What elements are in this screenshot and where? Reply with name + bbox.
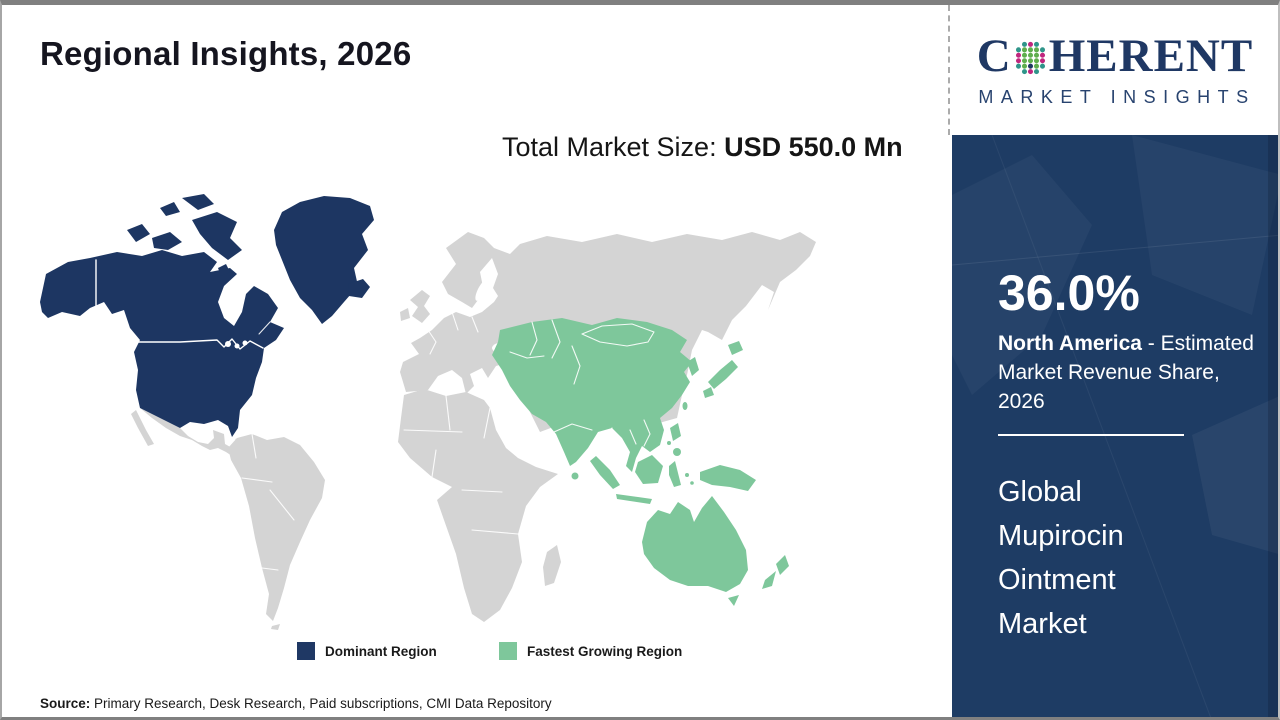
us-canada-border [135, 338, 264, 350]
legend-item-fastest: Fastest Growing Region [499, 642, 682, 660]
molucca-island [690, 481, 694, 485]
share-value: 36.0% [998, 265, 1140, 321]
region-hispaniola [262, 443, 268, 449]
sulawesi [669, 461, 681, 487]
tasmania [728, 595, 739, 606]
great-lake [225, 341, 231, 347]
legend-swatch-dominant [297, 642, 315, 660]
source-text: Primary Research, Desk Research, Paid su… [90, 696, 552, 711]
java [616, 494, 652, 504]
philippines [670, 423, 681, 441]
sri-lanka [571, 472, 579, 480]
page-title: Regional Insights, 2026 [40, 35, 412, 72]
sidebar: 36.0% North America - Estimated Market R… [952, 135, 1278, 717]
market-name-line: Ointment [998, 564, 1116, 596]
arctic-islands [127, 194, 242, 276]
north-america-mainland [40, 250, 284, 437]
share-desc-text: - Estimated Market Revenue Share, 2026 [998, 332, 1254, 413]
logo-letters-herent: HERENT [1048, 29, 1254, 82]
share-region: North America [998, 332, 1142, 355]
region-baja [131, 410, 154, 446]
market-name-line: Mupirocin [998, 520, 1124, 552]
total-market-size-value: USD 550.0 Mn [724, 132, 903, 162]
logo-letter-c: C [976, 29, 1012, 82]
japan [703, 341, 743, 398]
region-mexico-central-america [140, 408, 238, 458]
world-map-svg [40, 194, 816, 630]
baltic-sea [475, 279, 489, 301]
source-label: Source: [40, 696, 91, 711]
legend-swatch-fastest [499, 642, 517, 660]
legend-item-dominant: Dominant Region [297, 642, 437, 660]
korea [687, 357, 699, 376]
region-asia-pacific [492, 318, 789, 606]
asia-mainland [492, 318, 692, 472]
mindanao [673, 448, 681, 456]
total-market-size: Total Market Size: USD 550.0 Mn [502, 127, 914, 167]
sidebar-map-texture [952, 135, 1278, 717]
region-madagascar [543, 545, 561, 586]
share-description: North America - Estimated Market Revenue… [998, 329, 1270, 416]
new-zealand [762, 555, 789, 589]
molucca-island [685, 473, 689, 477]
country-borders-gray [241, 311, 519, 571]
philippine-island [667, 441, 671, 445]
region-caribbean-island [272, 448, 276, 452]
borneo [635, 455, 663, 484]
region-south-america [228, 434, 325, 621]
st-lawrence [258, 321, 271, 335]
iceland [348, 279, 370, 298]
sumatra [590, 456, 620, 489]
australia [642, 496, 748, 592]
legend-label-fastest: Fastest Growing Region [527, 643, 683, 659]
new-guinea [700, 465, 756, 491]
taiwan [682, 402, 688, 410]
dotted-globe-icon [1015, 41, 1045, 75]
coherent-logo: C HERENT [976, 29, 1254, 82]
region-north-america [40, 194, 374, 437]
country-borders-green [509, 319, 655, 447]
logo-subtitle: MARKET INSIGHTS [978, 86, 1256, 107]
market-name: Global Mupirocin Ointment Market [998, 470, 1260, 646]
legend-label-dominant: Dominant Region [325, 643, 437, 659]
sidebar-divider [998, 434, 1184, 436]
region-ireland [400, 308, 410, 321]
world-map [32, 190, 822, 630]
sidebar-content: 36.0% North America - Estimated Market R… [952, 135, 1278, 646]
market-name-line: Market [998, 608, 1087, 640]
source-note: Source: Primary Research, Desk Research,… [40, 696, 552, 711]
market-name-line: Global [998, 476, 1082, 508]
region-africa [398, 389, 558, 622]
total-market-size-label: Total Market Size: [502, 132, 725, 162]
greenland [274, 196, 374, 324]
logo-box: C HERENT MARKET INSIGHTS [948, 5, 1278, 135]
region-tierra-del-fuego [271, 624, 280, 630]
region-uk [410, 290, 430, 323]
